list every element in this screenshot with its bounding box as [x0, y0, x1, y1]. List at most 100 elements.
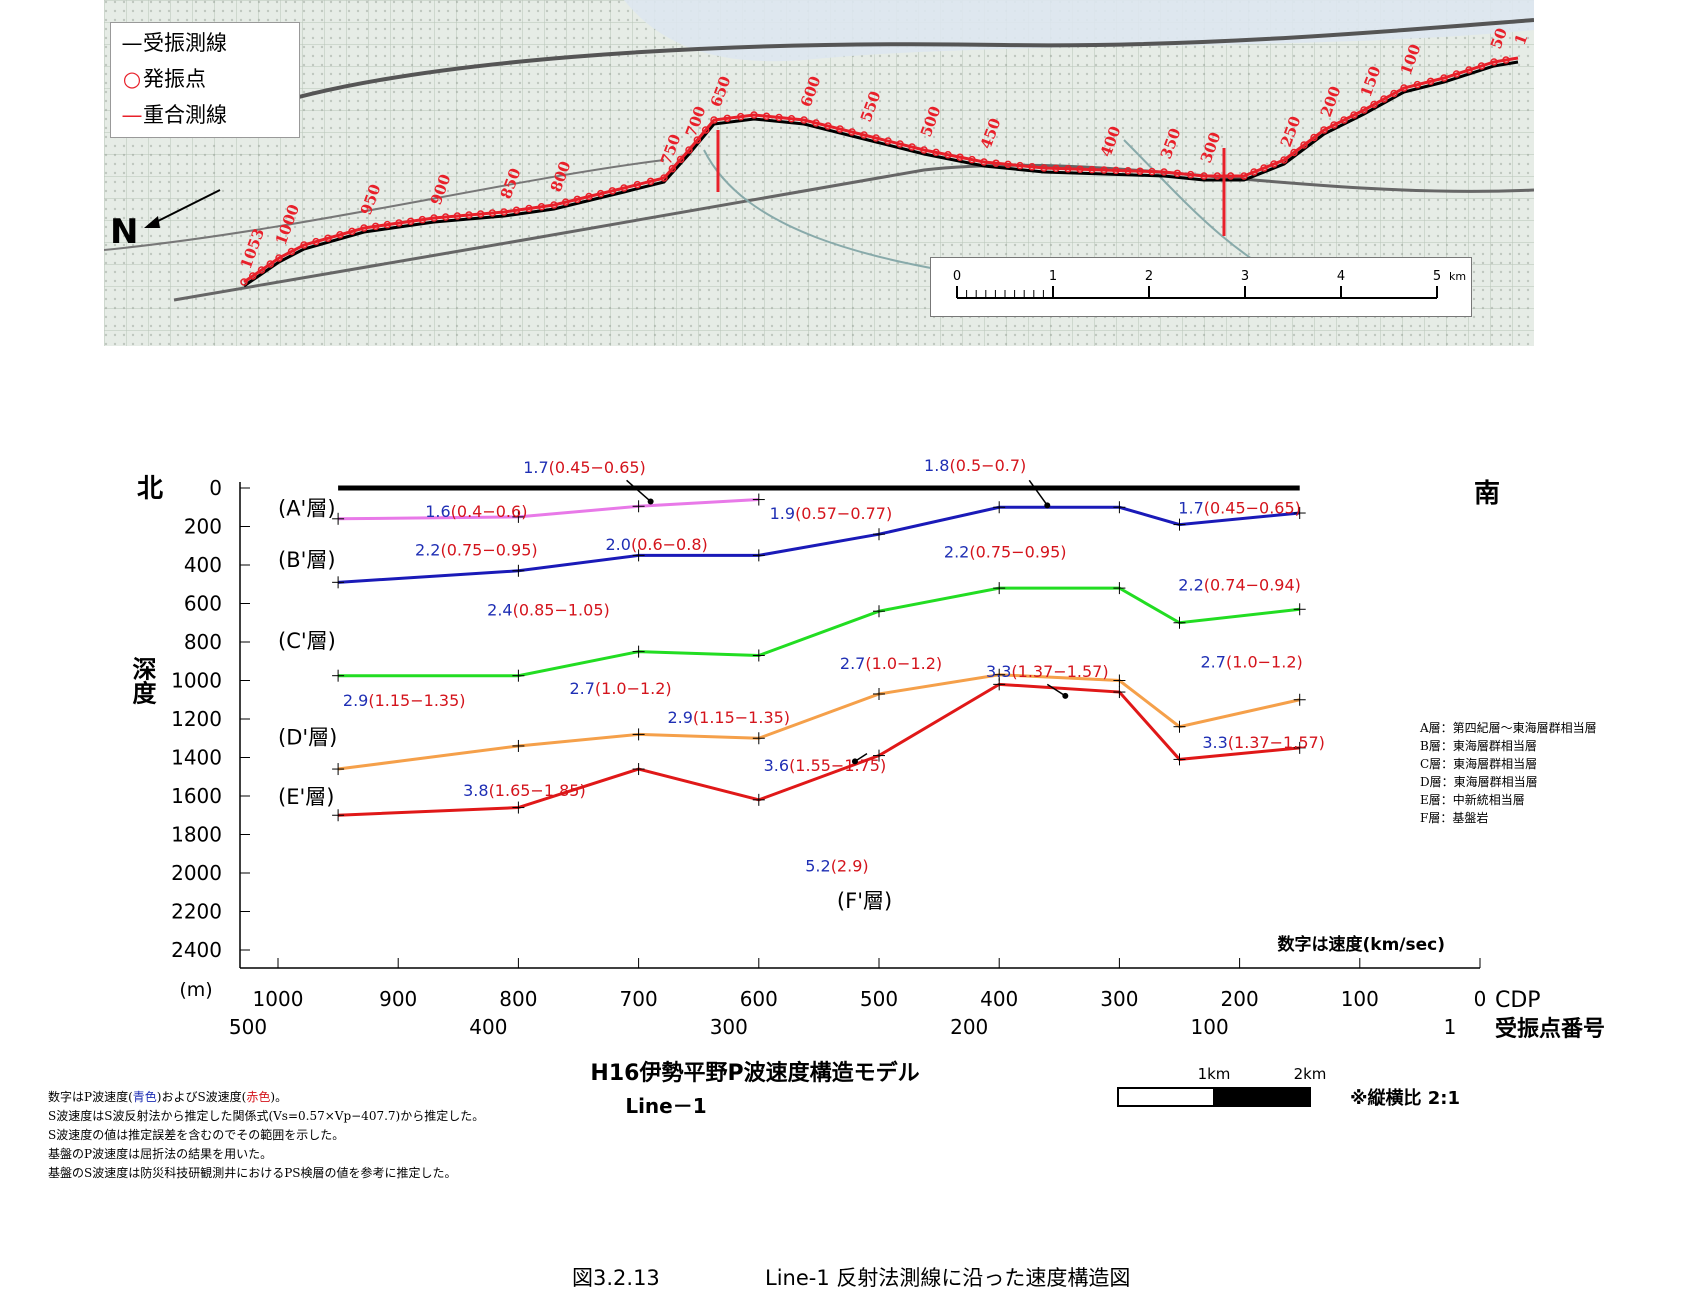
vp-value: 2.2	[415, 541, 440, 560]
source-point	[1477, 62, 1486, 70]
source-point	[476, 210, 485, 218]
velocity-label: 2.4(0.85−1.05)	[487, 600, 610, 619]
velocity-label: 3.6(1.55−1.75)	[764, 756, 887, 775]
vs-range: (1.15−1.35)	[368, 691, 465, 710]
y-tick-label: 1600	[171, 784, 222, 808]
x-axis-label: CDP	[1495, 988, 1541, 1013]
x2-tick-label: 500	[229, 1015, 267, 1039]
note-line-5: 基盤のS波速度は防災科技研観測井におけるPS検層の値を参考に推定した。	[48, 1166, 457, 1180]
source-point	[668, 164, 677, 173]
layer-key-item: E層：中新統相当層	[1420, 792, 1525, 807]
cdp-label: 300	[1197, 130, 1225, 166]
source-point	[908, 143, 916, 151]
vp-value: 2.7	[569, 679, 594, 698]
source-point	[824, 122, 832, 130]
source-point	[884, 137, 892, 145]
boundary-point	[632, 500, 645, 513]
scale-bar-black	[1213, 1087, 1311, 1107]
pointer-arrow-head	[1062, 692, 1069, 699]
source-point	[762, 112, 771, 120]
note-line-4: 基盤のP波速度は屈折法の結果を用いた。	[48, 1147, 273, 1161]
x-tick-label: 800	[499, 987, 537, 1011]
layer-label: (D'層)	[278, 725, 337, 749]
velocity-label: 1.7(0.45−0.65)	[523, 458, 646, 477]
source-point	[1413, 80, 1422, 89]
source-point	[430, 214, 438, 222]
x-tick-label: 900	[379, 987, 417, 1011]
vs-range: (1.0−1.2)	[1226, 652, 1303, 671]
source-point	[710, 116, 718, 124]
boundary-point	[1293, 693, 1306, 706]
source-point	[685, 146, 693, 154]
source-point	[932, 148, 940, 157]
source-point	[1028, 163, 1036, 171]
boundary-point	[752, 549, 765, 562]
vp-value: 3.3	[986, 662, 1011, 681]
source-point	[1270, 160, 1278, 168]
boundary-point	[752, 793, 765, 806]
source-point	[1112, 166, 1120, 175]
velocity-label: 2.7(1.0−1.2)	[1201, 652, 1303, 671]
source-point	[1452, 70, 1461, 78]
scale-tick-label: 1	[1049, 269, 1057, 284]
source-point	[1360, 106, 1368, 114]
legend-stack-line: —重合測線	[121, 103, 228, 127]
source-point	[1390, 89, 1398, 98]
source-point	[1490, 58, 1498, 66]
source-point	[453, 212, 462, 220]
source-point	[944, 151, 952, 159]
vs-range: (0.45−0.65)	[549, 458, 646, 477]
source-point	[836, 125, 844, 133]
source-point	[360, 224, 368, 232]
x-tick-label: 300	[1100, 987, 1138, 1011]
y-tick-label: 200	[184, 515, 222, 539]
map-scale-bar: 0 1 2 3 4 5 km	[930, 257, 1472, 317]
boundary-point	[332, 512, 345, 525]
boundary-point	[332, 669, 345, 682]
pointer-arrow-head	[647, 498, 654, 505]
vp-value: 3.3	[1202, 733, 1227, 752]
source-point	[1136, 167, 1144, 175]
source-point	[465, 211, 473, 219]
y-tick-label: 0	[209, 476, 222, 500]
source-point	[1465, 66, 1473, 74]
north-arrow-icon	[144, 189, 221, 228]
source-point	[525, 204, 533, 213]
x-tick-label: 1000	[253, 987, 304, 1011]
source-point	[537, 203, 546, 211]
boundary-point	[873, 605, 885, 618]
source-point	[848, 128, 856, 136]
source-point	[596, 189, 605, 198]
boundary-point	[993, 678, 1006, 691]
boundary-point	[1173, 616, 1186, 629]
source-point	[750, 111, 758, 119]
receiver-line	[243, 60, 1519, 288]
boundary-point	[332, 809, 345, 822]
figure-caption: 図3.2.13 Line-1 反射法測線に沿った速度構造図	[0, 1262, 1708, 1292]
x-tick-label: 500	[860, 987, 898, 1011]
boundary-point	[1113, 582, 1126, 595]
velocity-label: 2.2(0.75−0.95)	[415, 541, 538, 560]
cdp-label: 550	[857, 89, 885, 125]
source-point	[561, 198, 570, 206]
source-point	[406, 217, 415, 226]
vs-range: (0.57−0.77)	[795, 504, 892, 523]
chart-title: H16伊勢平野P波速度構造モデル	[590, 1060, 919, 1086]
source-point	[956, 153, 964, 161]
scale-unit: km	[1449, 270, 1466, 283]
source-point	[660, 174, 668, 182]
source-point	[1330, 121, 1338, 129]
cdp-label: 50	[1487, 26, 1511, 52]
source-point	[1502, 56, 1510, 64]
source-point	[1052, 164, 1060, 173]
x-tick-label: 200	[1221, 987, 1259, 1011]
source-point	[676, 155, 685, 164]
vs-range: (0.74−0.94)	[1204, 575, 1301, 594]
source-point	[1100, 166, 1108, 174]
source-point	[336, 231, 344, 239]
y-tick-label: 2200	[171, 900, 222, 924]
source-point	[620, 184, 628, 192]
north-label: 北	[137, 474, 163, 504]
velocity-label: 2.9(1.15−1.35)	[343, 691, 466, 710]
note-line-2: S波速度はS波反射法から推定した関係式(Vs=0.57×Vp−407.7)から推…	[48, 1109, 485, 1123]
